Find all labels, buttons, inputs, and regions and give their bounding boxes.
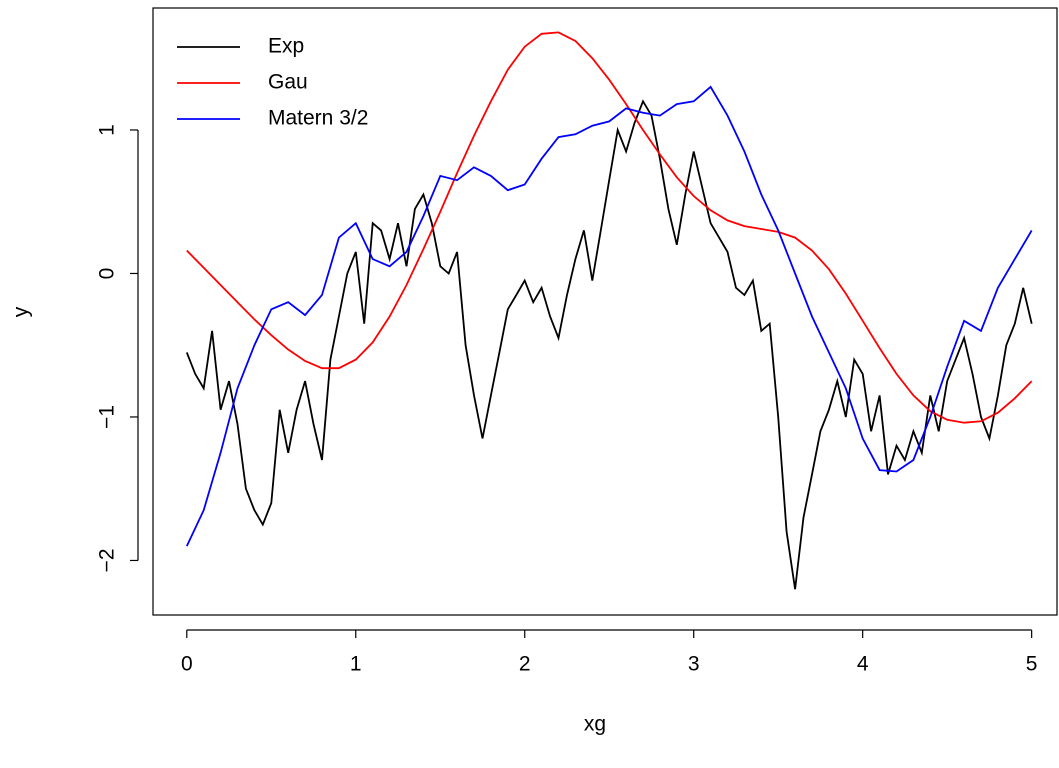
y-tick-label: 1	[96, 124, 119, 136]
legend-label: Gau	[268, 71, 308, 94]
x-tick-label: 0	[181, 653, 193, 676]
x-tick-label: 3	[688, 653, 700, 676]
legend-label: Exp	[268, 35, 304, 58]
y-tick-label: −2	[96, 548, 119, 572]
series-line	[185, 85, 1033, 547]
x-tick-label: 1	[350, 653, 362, 676]
x-tick-label: 5	[1026, 653, 1038, 676]
series-line	[185, 99, 1033, 590]
y-tick-label: 0	[96, 268, 119, 280]
plot-frame	[152, 7, 1058, 616]
x-tick-label: 2	[519, 653, 531, 676]
x-tick-label: 4	[857, 653, 869, 676]
legend-label: Matern 3/2	[268, 107, 368, 130]
x-axis-label: xg	[584, 713, 606, 736]
y-axis-label: y	[10, 306, 33, 317]
y-tick-label: −1	[96, 405, 119, 429]
series-line	[186, 31, 1033, 424]
